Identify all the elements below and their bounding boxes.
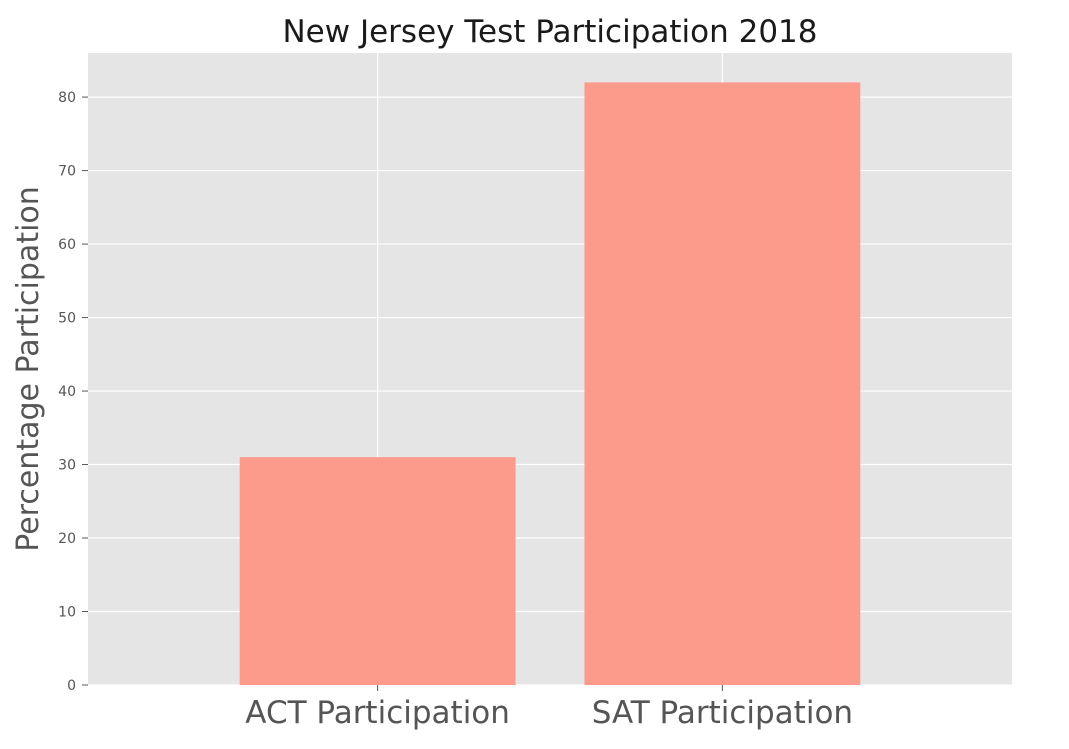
plot-area [88,53,1012,685]
y-tick-label: 10 [58,605,76,621]
bar-act-participation [239,457,516,685]
chart-title: New Jersey Test Participation 2018 [282,14,817,50]
y-tick-label: 0 [67,678,76,694]
y-tick-label: 60 [58,237,76,253]
bar-sat-participation [584,82,861,686]
x-tick-label: SAT Participation [592,695,853,731]
y-tick-label: 50 [58,311,76,327]
y-axis-ticks: 0 10 20 30 40 50 60 70 80 [58,90,88,694]
y-tick-label: 70 [58,164,76,180]
y-tick-label: 80 [58,90,76,106]
x-axis-ticks: ACT Participation SAT Participation [245,685,853,731]
y-tick-label: 40 [58,384,76,400]
bars [239,82,861,686]
y-axis-label: Percentage Participation [11,186,46,552]
x-tick-label: ACT Participation [245,695,510,731]
y-tick-label: 20 [58,531,76,547]
y-tick-label: 30 [58,458,76,474]
